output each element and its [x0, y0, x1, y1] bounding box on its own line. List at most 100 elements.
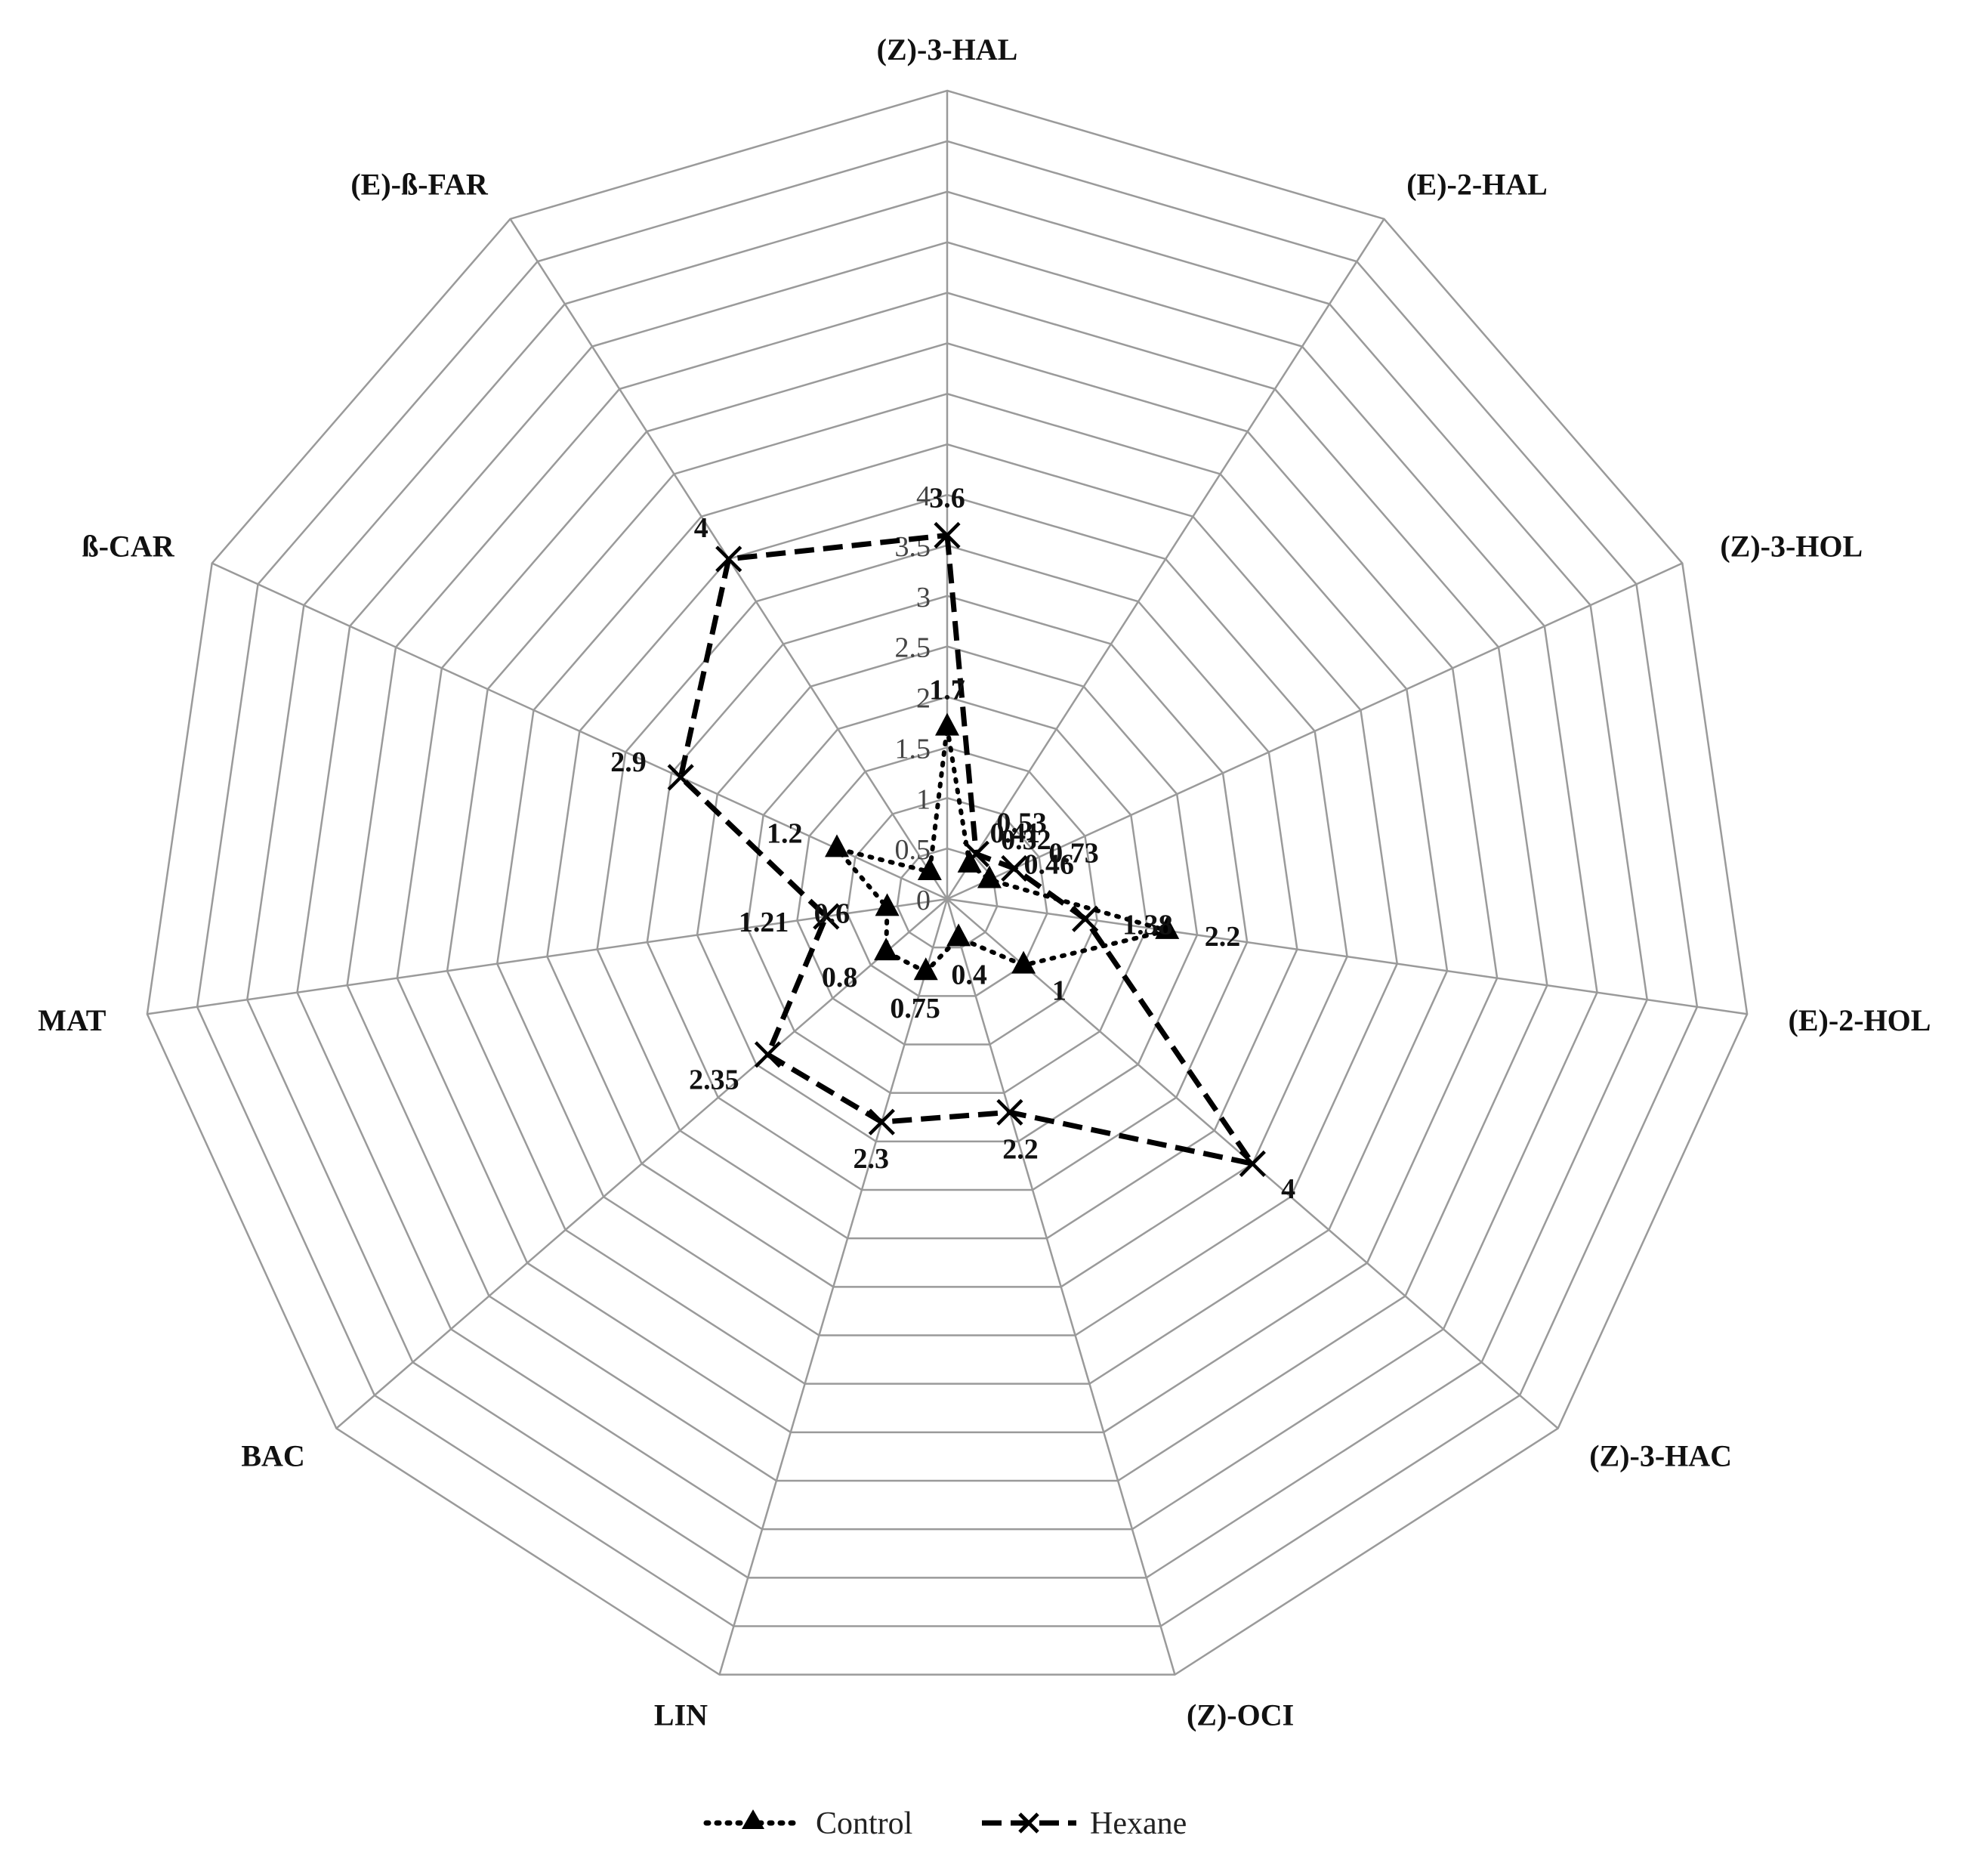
axis-label: (Z)-3-HAL: [877, 32, 1018, 66]
axis-label: LIN: [654, 1698, 708, 1732]
data-label: 1.2: [767, 818, 803, 850]
data-point: [754, 1041, 782, 1068]
axis-label: (Z)-3-HOL: [1720, 530, 1863, 564]
axis-spoke: [718, 898, 949, 1676]
tick-label: 1: [916, 783, 931, 815]
data-label: 0.53: [996, 807, 1047, 839]
tick-label: 3: [916, 582, 931, 613]
data-point: [917, 857, 942, 880]
data-point: [875, 893, 900, 916]
data-label: 0.6: [814, 898, 850, 930]
axis-spoke: [946, 562, 1683, 901]
legend-control-label: Control: [816, 1806, 912, 1841]
grid-ring: [746, 696, 1149, 1094]
data-point: [962, 840, 989, 867]
axis-spokes: [147, 91, 1748, 1676]
data-label: 4: [694, 512, 708, 544]
axis-label: (Z)-3-HAC: [1589, 1439, 1732, 1473]
data-label: 0.4: [951, 959, 987, 990]
data-point: [715, 545, 742, 573]
data-point: [935, 712, 959, 736]
data-label: 0.41: [990, 817, 1041, 849]
axis-spoke: [946, 898, 1748, 1015]
data-labels: 1.70.410.462.210.40.750.80.61.23.60.530.…: [610, 483, 1295, 1206]
tick-label: 0: [916, 885, 931, 916]
data-label: 0.8: [822, 962, 858, 993]
data-label: 2.35: [689, 1064, 739, 1096]
data-point: [1155, 916, 1180, 939]
grid-ring: [495, 443, 1399, 1336]
data-point: [996, 1098, 1023, 1126]
grid-ring: [446, 392, 1449, 1385]
data-label: 2.3: [853, 1143, 889, 1175]
tick-label: 2: [916, 683, 931, 715]
data-label: 2.9: [610, 746, 647, 778]
data-point: [813, 903, 840, 930]
axis-label: (Z)-OCI: [1187, 1698, 1294, 1732]
axis-label: BAC: [241, 1439, 304, 1473]
data-label: 0.46: [1023, 849, 1074, 881]
axis-spoke: [946, 218, 1385, 900]
axis-label: ß-CAR: [82, 530, 174, 564]
legend: Control Hexane: [703, 1806, 1187, 1841]
grid-ring: [146, 89, 1749, 1676]
axis-label: (E)-ß-FAR: [350, 168, 489, 202]
grid-ring: [646, 595, 1249, 1191]
axis-label: (E)-2-HOL: [1789, 1003, 1931, 1037]
series-hexane: [667, 521, 1266, 1177]
legend-item-control: Control: [703, 1806, 912, 1841]
axis-spoke: [211, 562, 948, 901]
data-point: [1001, 854, 1028, 882]
grid-ring: [796, 746, 1098, 1046]
legend-item-hexane: Hexane: [982, 1806, 1187, 1841]
legend-hexane-marker: [1018, 1812, 1039, 1834]
axis-labels: (Z)-3-HAL (E)-2-HAL (Z)-3-HOL (E)-2-HOL (Z)-…: [38, 32, 1931, 1732]
tick-label: 0.5: [895, 834, 931, 866]
tick-label: 4: [916, 480, 931, 512]
data-point: [1239, 1150, 1266, 1177]
data-point: [825, 834, 850, 857]
grid-ring: [546, 493, 1348, 1288]
data-label: 1.38: [1122, 909, 1173, 941]
tick-label: 2.5: [895, 632, 931, 664]
tick-labels: 00.511.522.533.54: [895, 480, 931, 916]
data-point: [667, 764, 694, 791]
axis-spoke: [147, 898, 948, 1015]
data-point: [913, 957, 938, 981]
data-label: 4: [1281, 1173, 1295, 1205]
data-label: 3.6: [929, 483, 965, 514]
data-label: 1.21: [739, 907, 789, 938]
data-label: 1: [1052, 975, 1067, 1006]
data-point: [874, 938, 899, 961]
legend-hexane-label: Hexane: [1090, 1806, 1187, 1841]
grid-ring: [196, 140, 1699, 1627]
data-point: [1011, 950, 1036, 974]
tick-label: 1.5: [895, 733, 931, 765]
axis-spoke: [946, 898, 1176, 1676]
data-point: [934, 521, 961, 549]
grid-ring: [346, 292, 1548, 1482]
data-label: 1.7: [929, 675, 965, 706]
data-point: [977, 865, 1002, 888]
legend-control-marker: [742, 1809, 764, 1829]
data-label: 0.73: [1048, 838, 1099, 870]
grid-ring: [846, 796, 1048, 997]
data-label: 0.32: [1001, 824, 1051, 856]
data-point: [1072, 905, 1099, 932]
data-point: [946, 923, 971, 947]
series: [667, 521, 1266, 1177]
data-point: [868, 1108, 895, 1135]
data-label: 2.2: [1002, 1133, 1039, 1165]
data-label: 0.75: [890, 993, 940, 1024]
axis-spoke: [335, 898, 948, 1429]
data-label: 2.2: [1205, 921, 1241, 953]
series-control: [825, 712, 1180, 981]
grid-ring: [596, 544, 1298, 1240]
grid-ring: [396, 342, 1499, 1434]
grid-ring: [696, 645, 1199, 1143]
grid-ring: [245, 190, 1649, 1579]
grid: [146, 89, 1749, 1676]
grid-ring: [296, 241, 1598, 1531]
axis-label: MAT: [38, 1003, 106, 1037]
